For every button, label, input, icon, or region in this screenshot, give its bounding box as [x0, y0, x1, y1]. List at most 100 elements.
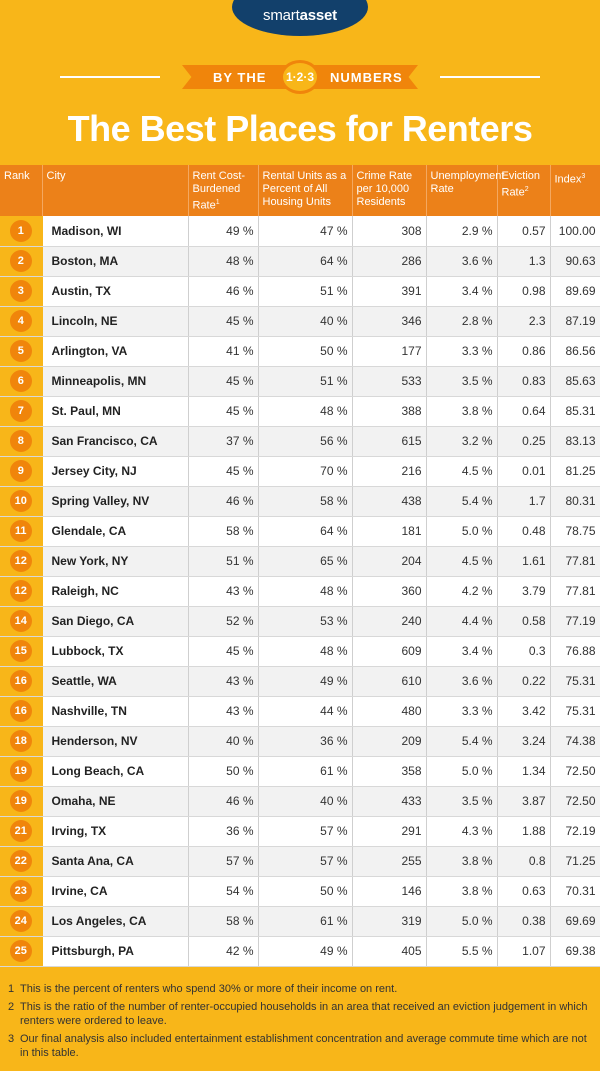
cell-unemployment: 3.6 %: [426, 246, 498, 277]
cell-rent-burdened: 57 %: [188, 846, 259, 877]
cell-rent-burdened: 43 %: [188, 666, 259, 697]
cell-rent-burdened: 36 %: [188, 816, 259, 847]
cell-rent-burdened: 46 %: [188, 486, 259, 517]
cell-index: 72.19: [550, 816, 600, 847]
cell-rental-units: 48 %: [258, 636, 353, 667]
rank-cell: 25: [0, 936, 43, 967]
cell-crime-rate: 177: [352, 336, 427, 367]
cell-eviction-rate: 0.48: [497, 516, 551, 547]
rank-badge: 16: [9, 700, 32, 722]
column-header-index: Index3: [550, 165, 600, 216]
rank-cell: 3: [0, 276, 43, 307]
city-cell: Irving, TX: [42, 816, 189, 847]
cell-crime-rate: 360: [352, 576, 427, 607]
table-row: 12 Raleigh, NC 43 % 48 % 360 4.2 % 3.79 77.81: [0, 576, 600, 607]
cell-index: 70.31: [550, 876, 600, 907]
cell-crime-rate: 358: [352, 756, 427, 787]
rank-cell: 8: [0, 426, 43, 457]
column-header-label: City: [46, 170, 66, 182]
cell-crime-rate: 391: [352, 276, 427, 307]
cell-crime-rate: 308: [352, 216, 427, 247]
table-row: 18 Henderson, NV 40 % 36 % 209 5.4 % 3.24 74.38: [0, 726, 600, 757]
footnote-text: This is the percent of renters who spend…: [20, 983, 398, 995]
city-cell: Nashville, TN: [42, 696, 189, 727]
rank-cell: 18: [0, 726, 43, 757]
cell-index: 85.31: [550, 396, 600, 427]
cell-rental-units: 50 %: [258, 336, 353, 367]
cell-eviction-rate: 0.86: [497, 336, 551, 367]
cell-index: 90.63: [550, 246, 600, 277]
column-header-rental-units: Rental Units as a Percent of All Housing…: [258, 165, 353, 216]
cell-unemployment: 3.2 %: [426, 426, 498, 457]
rank-cell: 24: [0, 906, 43, 937]
cell-rental-units: 64 %: [258, 246, 353, 277]
cell-unemployment: 3.3 %: [426, 336, 498, 367]
rank-badge: 12: [9, 580, 32, 602]
city-cell: Glendale, CA: [42, 516, 189, 547]
rank-cell: 6: [0, 366, 43, 397]
table-row: 19 Long Beach, CA 50 % 61 % 358 5.0 % 1.34 72.5…: [0, 756, 600, 787]
city-cell: Arlington, VA: [42, 336, 189, 367]
cell-eviction-rate: 0.64: [497, 396, 551, 427]
page-title: The Best Places for Renters: [67, 108, 533, 149]
cell-index: 80.31: [550, 486, 600, 517]
city-cell: St. Paul, MN: [42, 396, 189, 427]
footnotes: 1 This is the percent of renters who spen…: [8, 982, 593, 1064]
column-header-rank: Rank: [0, 165, 43, 216]
city-cell: Long Beach, CA: [42, 756, 189, 787]
cell-rental-units: 49 %: [258, 666, 353, 697]
cell-crime-rate: 240: [352, 606, 427, 637]
rank-badge: 14: [9, 610, 32, 632]
cell-eviction-rate: 2.3: [497, 306, 551, 337]
city-cell: Boston, MA: [42, 246, 189, 277]
rank-cell: 14: [0, 606, 43, 637]
cell-rent-burdened: 45 %: [188, 366, 259, 397]
cell-eviction-rate: 1.34: [497, 756, 551, 787]
cell-eviction-rate: 0.83: [497, 366, 551, 397]
city-cell: San Diego, CA: [42, 606, 189, 637]
cell-eviction-rate: 1.3: [497, 246, 551, 277]
cell-index: 72.50: [550, 756, 600, 787]
cell-rental-units: 44 %: [258, 696, 353, 727]
cell-rental-units: 53 %: [258, 606, 353, 637]
cell-rental-units: 51 %: [258, 366, 353, 397]
cell-index: 71.25: [550, 846, 600, 877]
cell-rent-burdened: 43 %: [188, 696, 259, 727]
rank-badge: 6: [9, 370, 32, 392]
cell-index: 83.13: [550, 426, 600, 457]
cell-eviction-rate: 0.57: [497, 216, 551, 247]
rank-badge: 1: [9, 219, 32, 242]
rank-badge: 5: [9, 340, 32, 362]
cell-rent-burdened: 52 %: [188, 606, 259, 637]
cell-rental-units: 57 %: [258, 816, 353, 847]
rank-cell: 2: [0, 246, 43, 277]
cell-rental-units: 58 %: [258, 486, 353, 517]
cell-index: 78.75: [550, 516, 600, 547]
rank-badge: 22: [9, 850, 32, 872]
table-row: 22 Santa Ana, CA 57 % 57 % 255 3.8 % 0.8 71.25: [0, 846, 600, 877]
cell-eviction-rate: 0.98: [497, 276, 551, 307]
cell-crime-rate: 319: [352, 906, 427, 937]
column-header-label: Rank: [4, 170, 30, 182]
city-cell: Raleigh, NC: [42, 576, 189, 607]
table-row: 24 Los Angeles, CA 58 % 61 % 319 5.0 % 0.38 69.…: [0, 906, 600, 937]
column-header-eviction-rate: Eviction Rate2: [497, 165, 551, 216]
city-cell: Lincoln, NE: [42, 306, 189, 337]
table-row: 16 Nashville, TN 43 % 44 % 480 3.3 % 3.42 75.31: [0, 696, 600, 727]
cell-index: 87.19: [550, 306, 600, 337]
cell-eviction-rate: 0.8: [497, 846, 551, 877]
cell-unemployment: 5.0 %: [426, 756, 498, 787]
table-header-row: Rank City Rent Cost-Burdened Rate1 Rental U…: [0, 165, 600, 216]
cell-rent-burdened: 41 %: [188, 336, 259, 367]
table-row: 7 St. Paul, MN 45 % 48 % 388 3.8 % 0.64 85.31: [0, 396, 600, 427]
table-row: 1 Madison, WI 49 % 47 % 308 2.9 % 0.57 100.00: [0, 216, 600, 247]
rank-cell: 7: [0, 396, 43, 427]
cell-crime-rate: 388: [352, 396, 427, 427]
cell-eviction-rate: 0.25: [497, 426, 551, 457]
cell-rental-units: 49 %: [258, 936, 353, 967]
city-cell: Minneapolis, MN: [42, 366, 189, 397]
column-header-label: Index: [554, 173, 582, 186]
cell-unemployment: 4.3 %: [426, 816, 498, 847]
rank-cell: 16: [0, 696, 43, 727]
column-header-label: Crime Rate per 10,000 Residents: [356, 170, 413, 208]
